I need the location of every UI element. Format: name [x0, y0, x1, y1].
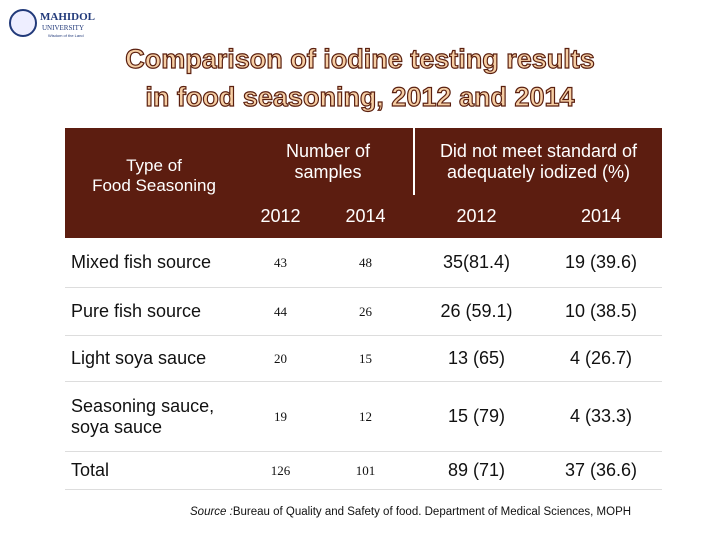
table-cell: 37 (36.6)	[540, 452, 662, 490]
table-cell: 26 (59.1)	[413, 288, 540, 336]
header-not-met: Did not meet standard of adequately iodi…	[413, 128, 662, 195]
header-text: adequately iodized (%)	[446, 161, 631, 182]
row-label: Light soya sauce	[65, 336, 243, 382]
header-text: Did not meet standard of	[439, 140, 638, 161]
header-type: Type of Food Seasoning	[65, 128, 243, 238]
logo-emblem	[9, 9, 37, 37]
table-cell: 15	[318, 336, 413, 382]
source-label: Source :	[190, 506, 233, 518]
header-text: samples	[294, 161, 362, 182]
table-cell: 10 (38.5)	[540, 288, 662, 336]
row-label: Total	[65, 452, 243, 490]
header-year: 2012	[243, 195, 318, 238]
logo-motto: Wisdom of the Land	[48, 33, 84, 38]
logo-sub: UNIVERSITY	[42, 24, 84, 32]
header-year: 2014	[540, 195, 662, 238]
table-cell: 126	[243, 452, 318, 490]
table-cell: 13 (65)	[413, 336, 540, 382]
source-text: Bureau of Quality and Safety of food. De…	[232, 506, 632, 518]
table-cell: 48	[318, 238, 413, 288]
table-cell: 19 (39.6)	[540, 238, 662, 288]
table-cell: 4 (26.7)	[540, 336, 662, 382]
table-cell: 12	[318, 382, 413, 452]
logo: MAHIDOL UNIVERSITY Wisdom of the Land	[9, 9, 95, 38]
table-cell: 35(81.4)	[413, 238, 540, 288]
header-year: 2014	[318, 195, 413, 238]
header-text: Food Seasoning	[92, 176, 216, 195]
table-cell: 19	[243, 382, 318, 452]
row-label: Mixed fish source	[65, 238, 243, 288]
title-line: Comparison of iodine testing results	[125, 43, 596, 74]
table-cell: 20	[243, 336, 318, 382]
table-cell: 89 (71)	[413, 452, 540, 490]
title-line: in food seasoning, 2012 and 2014	[145, 81, 575, 112]
header-samples: Number of samples	[243, 128, 413, 195]
source: Source :Bureau of Quality and Safety of …	[190, 506, 631, 518]
header-year: 2012	[413, 195, 540, 238]
table-cell: 101	[318, 452, 413, 490]
table-cell: 44	[243, 288, 318, 336]
logo-name: MAHIDOL	[40, 11, 95, 23]
row-label: Seasoning sauce, soya sauce	[65, 382, 243, 452]
table-cell: 26	[318, 288, 413, 336]
table-cell: 15 (79)	[413, 382, 540, 452]
row-label: Pure fish source	[65, 288, 243, 336]
table-cell: 43	[243, 238, 318, 288]
header-text: Number of	[285, 140, 371, 161]
table-cell: 4 (33.3)	[540, 382, 662, 452]
header-text: Type of	[126, 156, 182, 175]
